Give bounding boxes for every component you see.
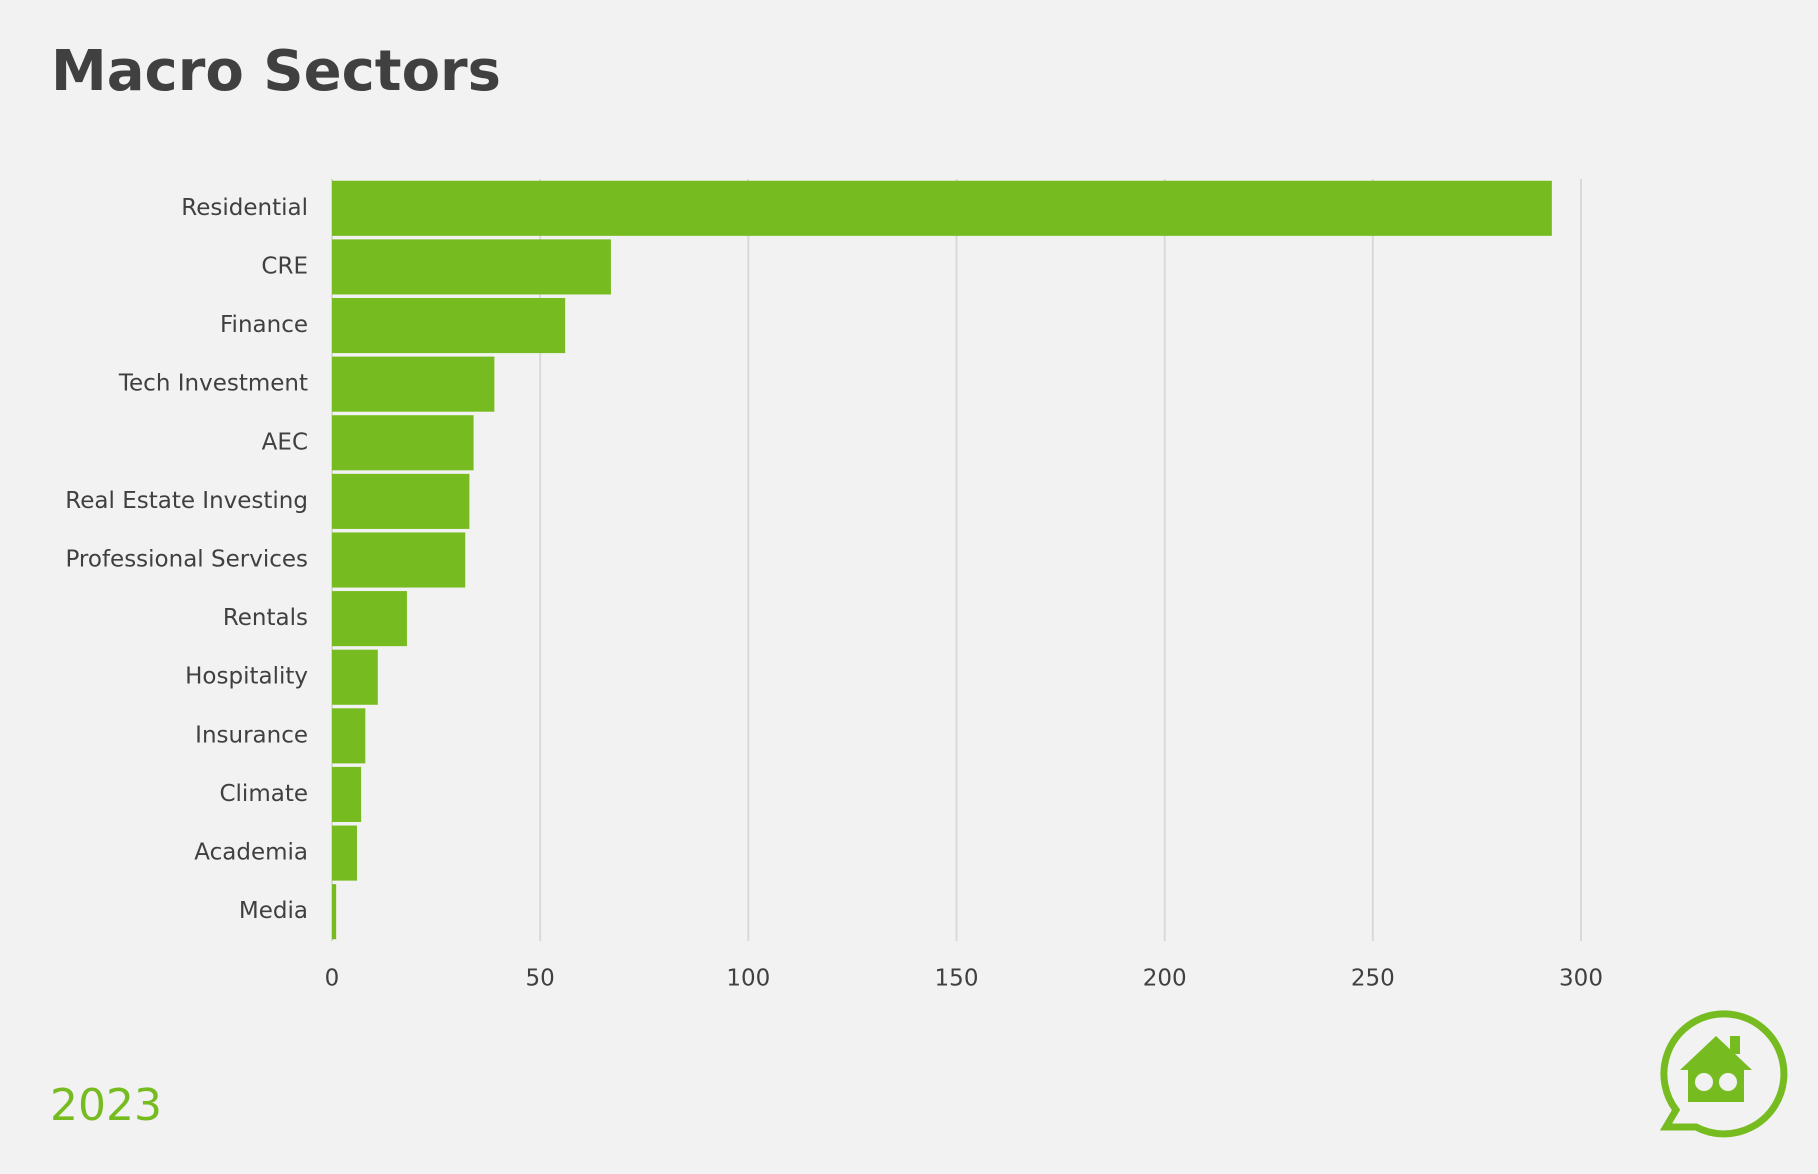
bar [332,356,495,412]
y-tick-label: Professional Services [65,547,308,573]
y-tick-label: Insurance [195,722,308,748]
y-tick-label: Media [239,898,308,924]
bar [332,297,566,354]
y-tick-label: Real Estate Investing [65,488,308,514]
logo-bubble [1659,1010,1788,1138]
bar [332,415,474,471]
x-tick-label: 300 [1559,966,1603,992]
bar [332,825,357,881]
x-tick-label: 250 [1351,966,1395,992]
chart-title: Macro Sectors [51,39,501,104]
y-tick-label: Climate [219,781,308,807]
bar [332,766,362,823]
bar [332,649,378,705]
footer-year: 2023 [50,1080,162,1131]
y-tick-label: Academia [194,840,308,866]
y-tick-label: CRE [261,253,308,279]
logo-eye [1719,1073,1737,1091]
y-tick-label: Rentals [223,605,308,631]
bar [332,180,1552,236]
bar [332,473,470,529]
y-tick-label: Residential [181,195,308,221]
logo [1659,1010,1788,1138]
y-tick-label: Hospitality [185,664,308,690]
x-tick-label: 100 [726,966,770,992]
logo-chimney [1730,1036,1740,1054]
bar [332,884,337,940]
bar [332,708,366,764]
x-tick-label: 0 [325,966,340,992]
x-tick-label: 200 [1143,966,1187,992]
x-tick-label: 50 [526,966,555,992]
logo-eye [1695,1073,1713,1091]
bar [332,239,611,295]
y-tick-label: Finance [220,312,308,338]
y-tick-label: AEC [262,429,308,455]
x-tick-label: 150 [935,966,979,992]
bar [332,591,407,647]
bar [332,532,466,588]
y-tick-label: Tech Investment [118,371,308,397]
